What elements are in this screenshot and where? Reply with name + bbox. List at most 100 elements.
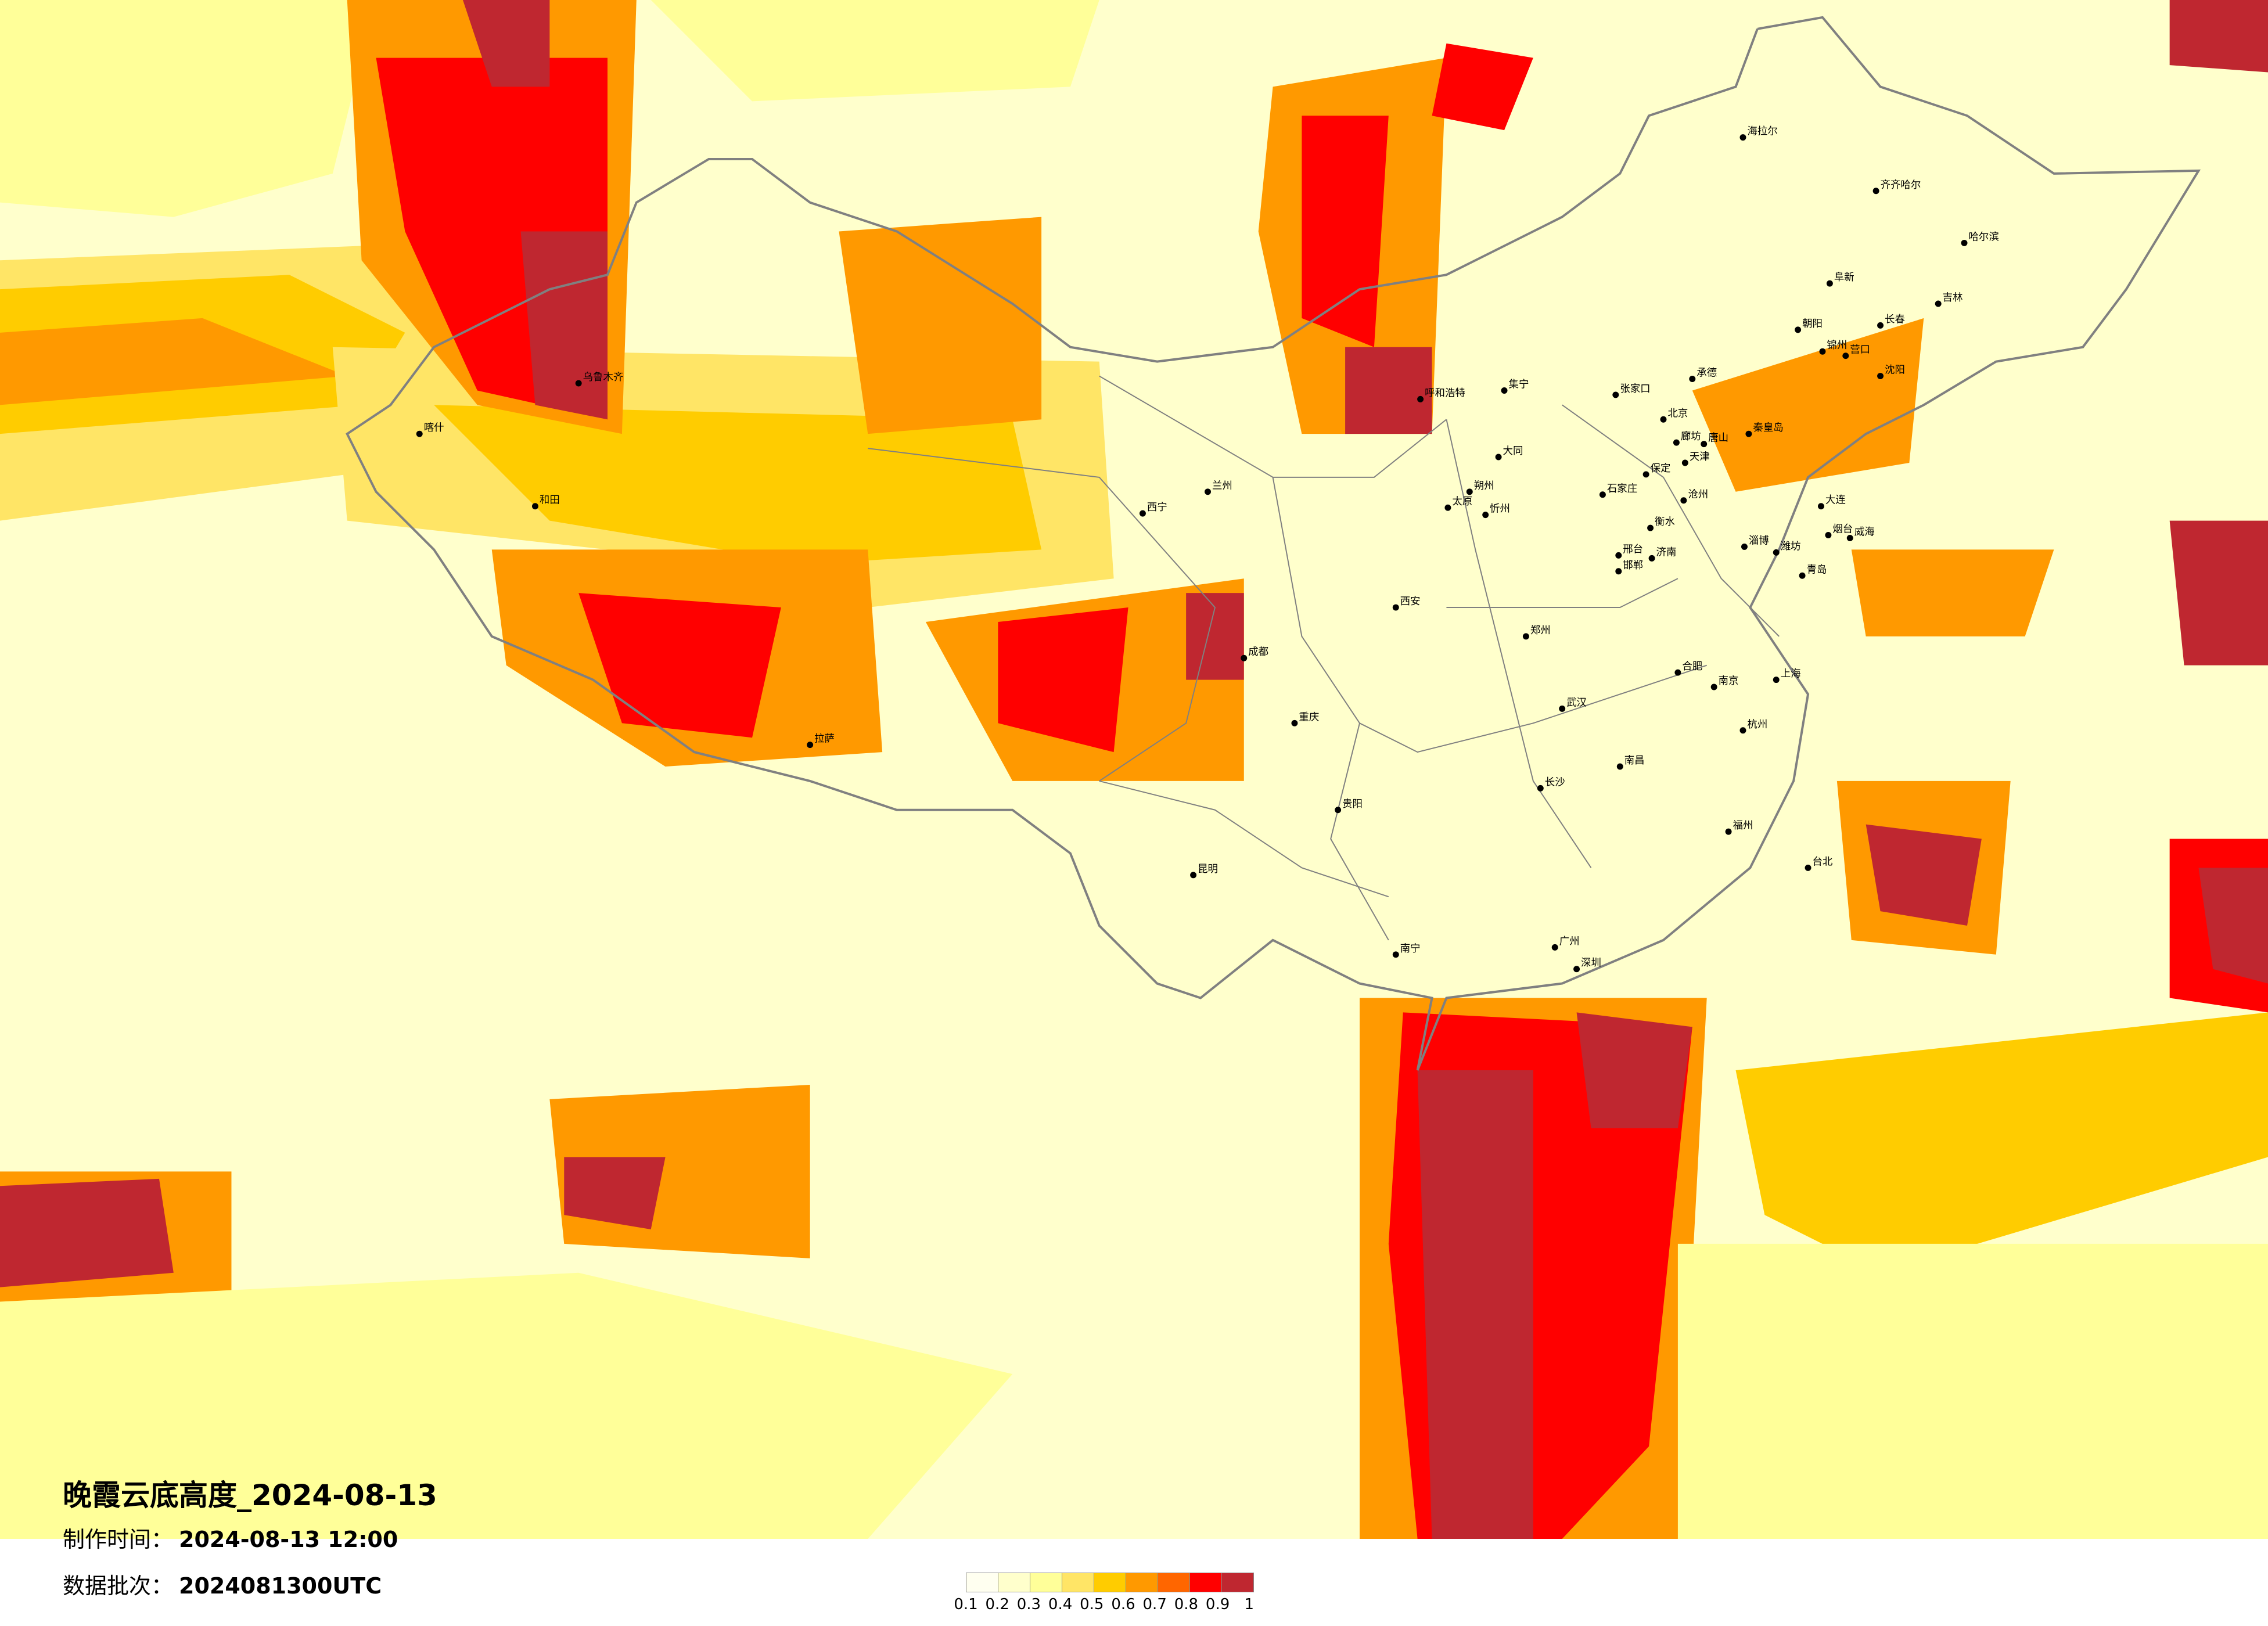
city-marker bbox=[1741, 543, 1748, 550]
city-label: 台北 bbox=[1813, 856, 1833, 868]
city-label: 乌鲁木齐 bbox=[583, 372, 624, 383]
city-marker bbox=[1205, 488, 1211, 495]
city-marker bbox=[1335, 807, 1342, 814]
city-marker bbox=[1739, 134, 1746, 141]
cloud-region bbox=[1417, 1070, 1533, 1539]
colorbar-cell bbox=[966, 1573, 998, 1592]
colorbar-tick-label: 0.7 bbox=[1142, 1596, 1167, 1613]
city-marker bbox=[1392, 604, 1399, 611]
city-marker bbox=[1961, 239, 1968, 246]
city-label: 忻州 bbox=[1490, 503, 1510, 515]
city-marker bbox=[1701, 441, 1708, 448]
city-label: 南昌 bbox=[1624, 755, 1645, 767]
colorbar-cell bbox=[1094, 1573, 1126, 1592]
city-label: 福州 bbox=[1733, 820, 1753, 832]
cloud-region bbox=[2198, 868, 2268, 984]
city-label: 青岛 bbox=[1807, 564, 1827, 575]
production-time: 制作时间： 2024-08-13 12:00 bbox=[63, 1527, 398, 1552]
city-marker bbox=[1612, 391, 1619, 398]
city-label: 济南 bbox=[1656, 546, 1677, 558]
city-marker bbox=[1501, 387, 1508, 394]
city-marker bbox=[1819, 348, 1826, 355]
city-label: 邢台 bbox=[1623, 544, 1643, 555]
city-marker bbox=[1466, 488, 1473, 495]
city-marker bbox=[1522, 633, 1529, 640]
city-label: 保定 bbox=[1651, 463, 1671, 474]
city-marker bbox=[1495, 454, 1502, 461]
city-label: 衡水 bbox=[1655, 516, 1675, 528]
city-marker bbox=[1842, 352, 1849, 359]
colorbar-tick-label: 0.2 bbox=[985, 1596, 1009, 1613]
boundary-line bbox=[1562, 404, 1780, 637]
city-label: 齐齐哈尔 bbox=[1881, 179, 1921, 191]
city-marker bbox=[1559, 705, 1566, 712]
city-marker bbox=[1648, 555, 1655, 562]
cloud-region bbox=[578, 593, 781, 738]
colorbar-tick-label: 0.6 bbox=[1111, 1596, 1135, 1613]
city-label: 邯郸 bbox=[1623, 560, 1643, 571]
city-marker bbox=[1190, 872, 1197, 879]
city-marker bbox=[1551, 944, 1558, 951]
city-label: 武汉 bbox=[1566, 697, 1587, 708]
city-label: 上海 bbox=[1781, 668, 1801, 680]
city-marker bbox=[1674, 669, 1681, 676]
cloud-region bbox=[0, 318, 347, 405]
city-marker bbox=[531, 503, 538, 510]
colorbar bbox=[966, 1573, 1254, 1592]
city-marker bbox=[1826, 280, 1833, 287]
cloud-region bbox=[1186, 593, 1244, 680]
city-marker bbox=[1647, 524, 1654, 531]
cloud-region bbox=[434, 405, 1042, 564]
city-label: 深圳 bbox=[1581, 958, 1601, 969]
city-marker bbox=[1673, 439, 1680, 446]
cloud-region bbox=[839, 217, 1042, 434]
city-label: 北京 bbox=[1667, 408, 1688, 419]
city-marker bbox=[1642, 471, 1649, 478]
city-label: 拉萨 bbox=[814, 733, 835, 745]
cloud-region bbox=[0, 1272, 1013, 1539]
city-label: 沈阳 bbox=[1885, 365, 1905, 376]
colorbar-cell bbox=[1030, 1573, 1062, 1592]
city-label: 营口 bbox=[1850, 344, 1870, 356]
cloud-region bbox=[462, 0, 550, 87]
city-label: 成都 bbox=[1248, 646, 1268, 658]
city-marker bbox=[575, 380, 582, 387]
city-label: 合肥 bbox=[1682, 661, 1702, 672]
city-label: 长沙 bbox=[1545, 776, 1565, 788]
city-marker bbox=[1660, 416, 1667, 423]
city-label: 沧州 bbox=[1688, 489, 1708, 501]
city-marker bbox=[1745, 430, 1752, 437]
city-marker bbox=[1615, 568, 1622, 575]
boundary-line bbox=[1272, 477, 1708, 753]
province-boundaries bbox=[346, 16, 2201, 1071]
city-label: 和田 bbox=[540, 495, 560, 506]
boundary-line bbox=[868, 448, 1216, 782]
boundary-line bbox=[1446, 578, 1678, 609]
city-marker bbox=[1139, 510, 1146, 517]
city-label: 朔州 bbox=[1474, 480, 1494, 492]
city-marker bbox=[1725, 828, 1732, 835]
city-marker bbox=[1773, 677, 1780, 684]
city-label: 南京 bbox=[1719, 675, 1739, 687]
city-marker bbox=[1444, 504, 1451, 511]
city-marker bbox=[1877, 322, 1884, 329]
cloud-region bbox=[1735, 1012, 2268, 1273]
city-marker bbox=[1392, 951, 1399, 958]
cloud-region bbox=[1576, 1012, 1692, 1128]
city-label: 石家庄 bbox=[1607, 483, 1637, 495]
city-marker bbox=[1573, 966, 1580, 973]
city-marker bbox=[1846, 535, 1853, 541]
city-label: 长春 bbox=[1885, 314, 1905, 325]
city-label: 承德 bbox=[1696, 368, 1717, 379]
cloud-region bbox=[0, 0, 376, 217]
city-label: 昆明 bbox=[1198, 864, 1218, 875]
city-marker bbox=[1689, 376, 1696, 383]
city-marker bbox=[807, 742, 814, 749]
cloud-region bbox=[1345, 347, 1432, 434]
colorbar-tick-label: 1 bbox=[1244, 1596, 1255, 1613]
city-label: 兰州 bbox=[1212, 480, 1232, 492]
city-label: 廊坊 bbox=[1681, 431, 1701, 443]
cloud-region bbox=[1692, 318, 1924, 492]
